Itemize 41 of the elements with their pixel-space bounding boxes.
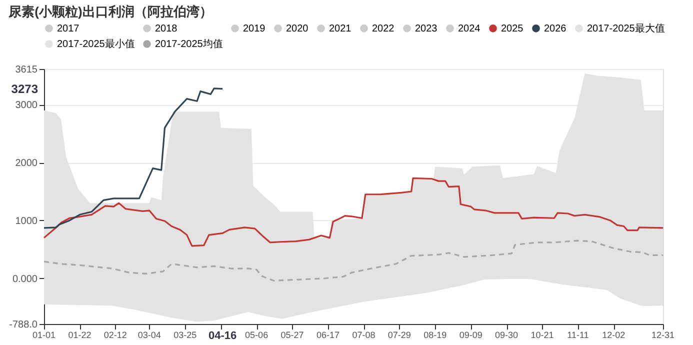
x-tick-label: 06-17 — [316, 330, 340, 340]
legend-label: 2023 — [415, 23, 438, 34]
legend-label: 2020 — [286, 23, 309, 34]
legend-label: 2022 — [372, 23, 395, 34]
x-tick-label: 12-02 — [602, 330, 626, 340]
x-tick-label: 09-30 — [495, 330, 518, 340]
line-series — [43, 88, 224, 229]
x-tick-label: 05-06 — [245, 330, 268, 340]
text: 04-16 — [208, 330, 237, 342]
x-tick-label: 08-19 — [424, 330, 447, 340]
x-tick-label: 01-22 — [68, 330, 92, 340]
legend-label: 2017-2025最小值 — [57, 38, 135, 50]
x-tick-label: 12-31 — [651, 330, 675, 340]
x-tick-label: 11-11 — [567, 330, 589, 340]
x-tick-label: 07-08 — [352, 330, 376, 340]
x-tick-label: 05-27 — [280, 330, 304, 340]
legend-label: 2017-2025最大值 — [587, 22, 665, 34]
x-tick-label: 03-04 — [138, 330, 161, 340]
legend-label: 2024 — [458, 23, 481, 34]
y-tick-label: 3000 — [15, 100, 38, 112]
x-tick-label: 03-25 — [174, 330, 197, 340]
legend-label: 2021 — [329, 23, 352, 34]
x-tick-label: 09-09 — [459, 330, 482, 340]
legend-label: 2025 — [501, 23, 524, 34]
legend-label: 2018 — [155, 23, 178, 34]
x-tick-label: 10-21 — [530, 330, 554, 340]
chart-title: 尿素(小颗粒)出口利润（阿拉伯湾） — [8, 4, 212, 19]
x-tick-label: 01-01 — [32, 330, 56, 340]
legend-label: 2017-2025均值 — [155, 38, 223, 50]
x-tick-label: 02-12 — [104, 330, 127, 340]
y-tick-label: 2000 — [15, 158, 38, 170]
y-tick-label: 3615 — [15, 64, 38, 76]
line-series — [43, 177, 664, 247]
y-tick-label: -788.0 — [9, 320, 38, 330]
y-tick-label: 1000 — [15, 216, 38, 227]
text: 3273 — [11, 82, 38, 96]
legend-label: 2017 — [57, 23, 80, 34]
x-tick-label: 07-29 — [388, 330, 411, 340]
legend-label: 2019 — [243, 23, 266, 34]
y-tick-label: 0.000 — [12, 274, 38, 285]
legend-label: 2026 — [544, 23, 567, 34]
